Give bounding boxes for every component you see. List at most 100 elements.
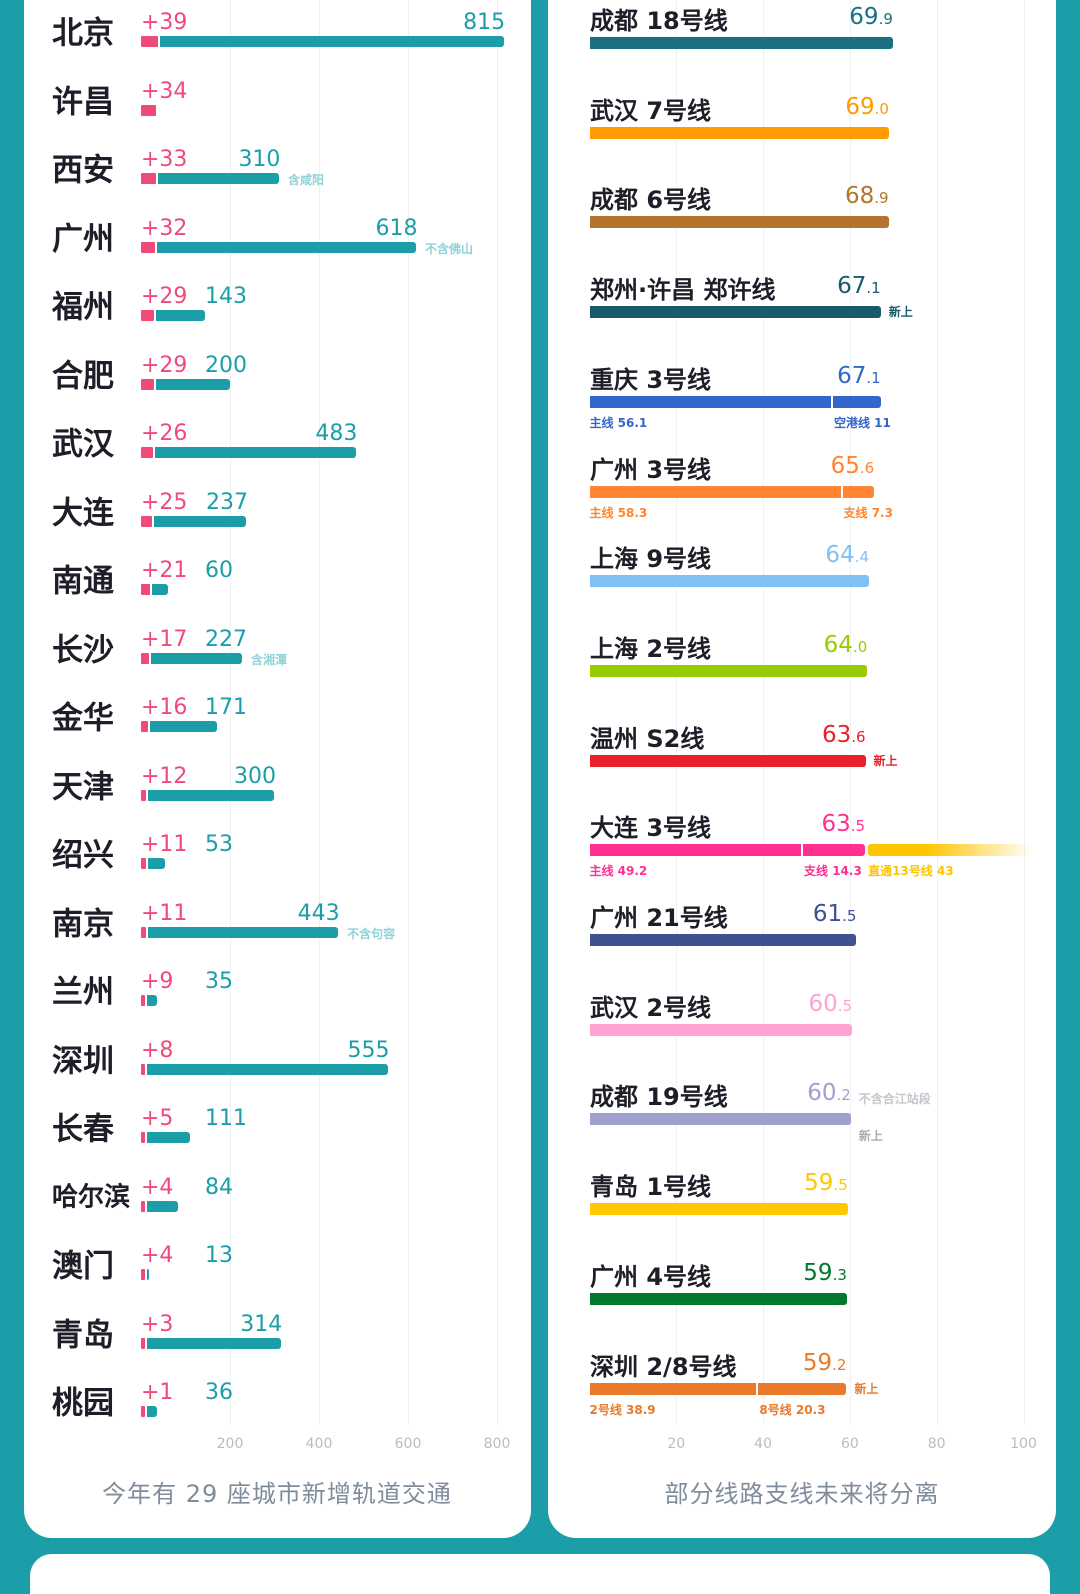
right-caption: 部分线路支线未来将分离 <box>664 1480 940 1508</box>
new-tag: 新上 <box>888 305 913 320</box>
line-bar <box>589 575 869 588</box>
total-label: 35 <box>205 969 233 994</box>
line-name: 广州 3号线 <box>590 455 712 484</box>
line-length-value: 59.2 <box>802 1349 847 1376</box>
total-label: 237 <box>205 489 248 515</box>
x-tick-label: 800 <box>483 1436 511 1452</box>
increment-bar <box>141 36 159 47</box>
line-name: 深圳 2/8号线 <box>590 1352 737 1381</box>
increment-bar <box>141 1132 145 1143</box>
line-bar <box>589 216 889 229</box>
new-tag: 新上 <box>873 753 898 768</box>
total-label: 314 <box>240 1311 283 1337</box>
total-label: 300 <box>234 763 276 789</box>
total-bar <box>150 721 218 732</box>
line-length-value: 64.4 <box>825 542 869 569</box>
increment-label: +4 <box>141 1174 174 1200</box>
line-bar <box>589 37 893 49</box>
note-label: 含咸阳 <box>287 173 324 187</box>
increment-bar <box>141 310 154 321</box>
note-label: 不含句容 <box>347 926 396 941</box>
total-bar <box>155 378 230 390</box>
total-label: 310 <box>238 147 281 172</box>
increment-bar <box>141 1063 145 1075</box>
line-length-value: 69.0 <box>845 93 889 120</box>
gridline <box>763 0 765 1425</box>
line-length-value: 67.1 <box>837 273 881 300</box>
increment-label: +12 <box>141 763 188 789</box>
note-label: 不含合江站段 <box>858 1092 931 1107</box>
extension-bar <box>868 844 1034 857</box>
increment-bar <box>141 447 153 458</box>
total-label: 53 <box>205 832 233 857</box>
total-bar <box>147 1063 388 1075</box>
increment-label: +33 <box>141 147 188 172</box>
increment-bar <box>141 652 149 664</box>
x-tick-label: 200 <box>216 1436 244 1452</box>
segment-label: 主线 49.2 <box>589 864 648 879</box>
line-bar <box>589 126 889 139</box>
gridline <box>408 0 409 1425</box>
total-bar <box>150 652 242 664</box>
line-name: 青岛 1号线 <box>590 1173 712 1202</box>
city-label: 许昌 <box>52 84 114 120</box>
increment-bar <box>141 1269 145 1280</box>
total-bar <box>157 241 416 253</box>
increment-label: +34 <box>141 78 188 104</box>
city-label: 福州 <box>52 289 114 326</box>
gridline <box>1023 0 1025 1425</box>
note-label: 不含佛山 <box>425 241 474 256</box>
line-name: 广州 4号线 <box>590 1262 712 1291</box>
total-bar <box>147 1337 281 1349</box>
gridline <box>230 0 231 1425</box>
gridline <box>497 0 498 1425</box>
x-tick-label: 80 <box>927 1436 946 1452</box>
x-tick-label: 400 <box>305 1436 333 1452</box>
line-bar <box>589 1113 851 1126</box>
line-name: 武汉 2号线 <box>590 993 712 1022</box>
x-tick-label: 40 <box>754 1436 773 1452</box>
increment-label: +29 <box>141 352 188 378</box>
new-tag: 新上 <box>858 1129 883 1144</box>
extension-label: 直通13号线 43 <box>868 864 954 879</box>
new-tag: 新上 <box>854 1381 879 1396</box>
total-bar <box>152 584 168 595</box>
city-label: 哈尔滨 <box>52 1182 131 1212</box>
increment-label: +1 <box>141 1380 174 1405</box>
city-label: 南通 <box>52 563 114 600</box>
line-name: 武汉 7号线 <box>590 96 712 125</box>
increment-bar <box>141 858 146 869</box>
increment-label: +11 <box>141 832 188 857</box>
segment-label: 主线 56.1 <box>589 415 648 430</box>
city-label: 澳门 <box>52 1248 114 1285</box>
line-length-value: 63.5 <box>821 811 866 838</box>
increment-label: +25 <box>141 489 188 515</box>
line-length-value: 60.2 <box>807 1080 851 1107</box>
total-bar <box>155 310 205 321</box>
increment-bar <box>141 1200 145 1212</box>
line-length-value: 67.1 <box>837 362 881 389</box>
total-label: 84 <box>205 1174 233 1200</box>
total-label: 171 <box>205 695 247 720</box>
total-bar <box>147 995 157 1006</box>
line-name: 重庆 3号线 <box>590 365 712 394</box>
segment-bar <box>758 1382 847 1395</box>
line-name: 大连 3号线 <box>590 814 712 843</box>
increment-label: +11 <box>141 900 188 926</box>
total-bar <box>147 1132 191 1143</box>
increment-label: +8 <box>141 1037 174 1063</box>
total-bar <box>147 926 339 938</box>
total-label: 555 <box>347 1037 390 1063</box>
total-bar <box>157 173 279 184</box>
increment-label: +4 <box>141 1243 174 1268</box>
total-bar <box>160 36 504 47</box>
x-tick-label: 100 <box>1010 1436 1037 1452</box>
line-name: 郑州·许昌 郑许线 <box>590 276 776 305</box>
note-label: 含湘潭 <box>251 652 288 667</box>
increment-bar <box>141 104 157 116</box>
increment-bar <box>141 1337 145 1349</box>
line-name: 温州 S2线 <box>590 724 705 753</box>
segment-label: 2号线 38.9 <box>589 1402 656 1417</box>
line-length-value: 60.5 <box>808 990 853 1017</box>
city-label: 深圳 <box>52 1043 114 1079</box>
